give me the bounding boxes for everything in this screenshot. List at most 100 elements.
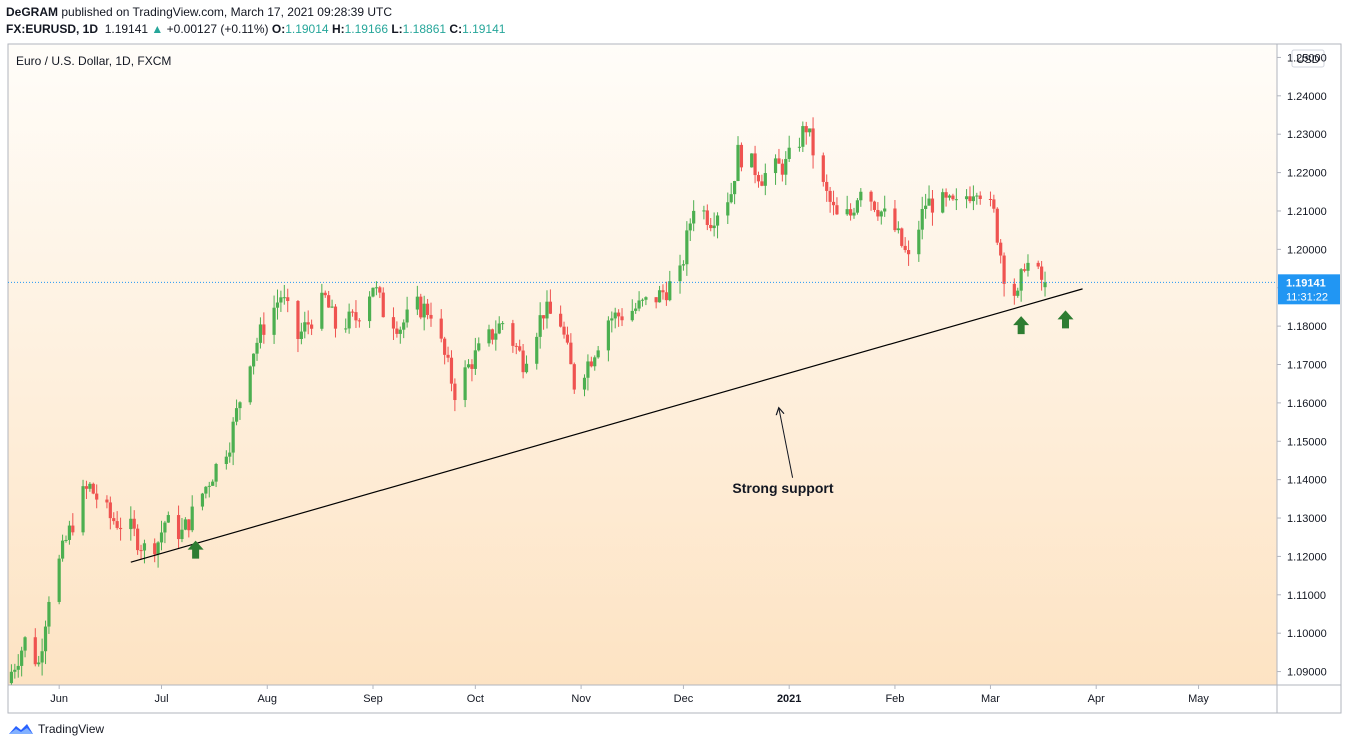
candle [64, 535, 68, 543]
candle [947, 194, 952, 201]
candle [405, 296, 409, 328]
candle [941, 188, 945, 214]
candle [439, 309, 443, 343]
y-tick-label: 1.16000 [1287, 398, 1327, 410]
publish-info: DeGRAM published on TradingView.com, Mar… [6, 5, 392, 19]
candle [1002, 252, 1006, 297]
candle [354, 300, 358, 328]
up-arrow-icon[interactable] [1013, 316, 1030, 335]
candle [896, 221, 900, 234]
candle [951, 193, 955, 201]
y-tick-label: 1.18000 [1287, 321, 1327, 333]
candle [572, 362, 576, 394]
candle [924, 193, 928, 219]
x-tick-label: Aug [257, 693, 277, 705]
candle [848, 203, 853, 221]
y-tick-label: 1.24000 [1287, 91, 1327, 103]
candle [661, 284, 665, 300]
candle [893, 200, 897, 233]
candle [176, 505, 181, 549]
candle [330, 299, 334, 309]
support-trendline[interactable] [130, 288, 1083, 563]
candle [559, 305, 563, 328]
open-label: O: [271, 22, 286, 36]
y-tick-label: 1.15000 [1287, 436, 1327, 448]
candle [142, 539, 147, 564]
y-tick-label: 1.23000 [1287, 129, 1327, 141]
candle [930, 189, 935, 226]
pointer-arrow[interactable] [779, 409, 794, 478]
candle [446, 346, 450, 363]
candle [1026, 254, 1030, 277]
candle [541, 315, 546, 330]
candle [286, 288, 290, 313]
x-tick-label: Dec [674, 693, 694, 705]
candle [801, 121, 805, 153]
candle [565, 326, 570, 345]
candle [726, 192, 730, 225]
candle [327, 290, 331, 308]
candle [190, 495, 194, 533]
candle [310, 319, 314, 336]
open-value: 1.19014 [285, 22, 329, 36]
candle [299, 322, 303, 345]
candle [473, 337, 477, 375]
candle [729, 182, 733, 204]
candle [620, 308, 624, 327]
candle [988, 191, 993, 207]
candle [112, 512, 116, 525]
candle [596, 345, 600, 359]
candle [606, 316, 610, 362]
candle [183, 517, 187, 531]
candle [518, 339, 522, 352]
time-axis[interactable]: Jun Jul Aug Sep Oct Nov Dec 2021 Feb Mar Apr May [50, 685, 1209, 705]
candle [869, 190, 873, 211]
up-triangle-icon: ▲ [151, 22, 164, 36]
support-label[interactable]: Strong support [732, 480, 833, 496]
candle [702, 205, 706, 220]
candle [954, 188, 958, 211]
y-tick-label: 1.11000 [1287, 590, 1326, 602]
last-price-label: 1.19141 [1286, 277, 1326, 289]
candle [374, 281, 379, 296]
price-axis[interactable]: USD 1.25000 1.24000 1.23000 1.22000 1.21000 1… [1277, 49, 1340, 679]
currency-badge[interactable] [1291, 49, 1325, 68]
candle [964, 189, 969, 209]
chart-title: Euro / U.S. Dollar, 1D, FXCM [16, 54, 171, 68]
author-name[interactable]: DeGRAM [6, 5, 59, 19]
symbol-label: FX:EURUSD, 1D [6, 22, 99, 36]
candle [214, 462, 218, 488]
last-price-badge[interactable]: 1.19141 11:31:22 [1278, 274, 1340, 305]
candle [211, 479, 215, 486]
footer-brand[interactable]: TradingView [38, 722, 105, 736]
candle [398, 326, 402, 344]
candle [685, 221, 689, 276]
up-arrow-icon[interactable] [1057, 310, 1074, 329]
y-tick-label: 1.25000 [1287, 52, 1327, 64]
y-tick-label: 1.12000 [1287, 551, 1327, 563]
plot-area[interactable] [8, 44, 1277, 685]
candle [231, 417, 235, 466]
candle [429, 302, 433, 327]
candle [927, 185, 931, 206]
y-tick-label: 1.10000 [1287, 628, 1327, 640]
candle [992, 194, 996, 213]
up-arrow-icon[interactable] [187, 540, 204, 559]
candle [780, 159, 784, 182]
candle [255, 337, 259, 361]
candle [760, 174, 764, 187]
candle [497, 316, 501, 335]
candle [207, 481, 211, 498]
candle [443, 336, 447, 365]
candle [248, 365, 252, 405]
candle [900, 227, 904, 248]
candle [347, 303, 351, 334]
candle [395, 321, 399, 338]
candle [139, 544, 143, 560]
y-tick-label: 1.14000 [1287, 475, 1327, 487]
candle [108, 496, 112, 530]
candle [712, 212, 716, 237]
candle [978, 191, 982, 205]
candle [105, 495, 109, 509]
